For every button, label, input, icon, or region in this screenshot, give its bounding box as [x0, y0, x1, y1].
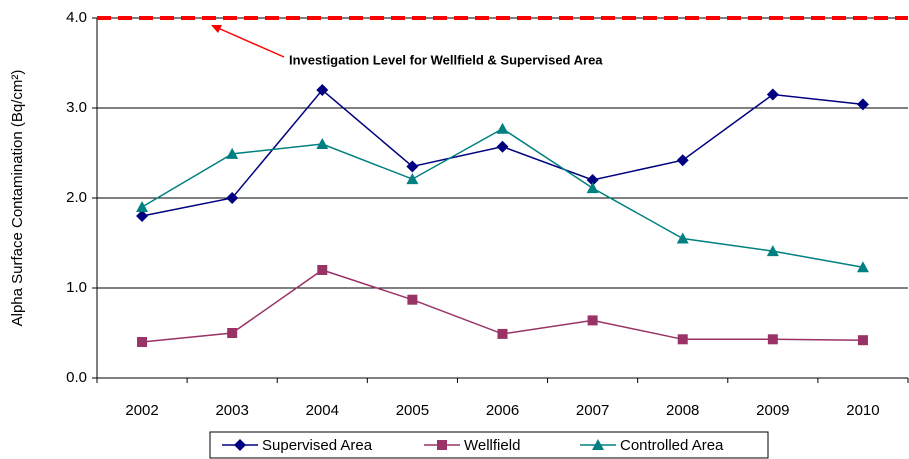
y-tick-label: 0.0 — [66, 369, 87, 386]
x-tick-label: 2003 — [215, 402, 248, 419]
marker — [406, 173, 419, 185]
marker — [676, 232, 689, 244]
legend-box — [209, 431, 769, 459]
x-tick-label: 2004 — [306, 402, 339, 419]
marker — [766, 88, 779, 101]
legend-label: Supervised Area — [262, 437, 373, 454]
x-tick-label: 2008 — [666, 402, 699, 419]
y-tick-label: 3.0 — [66, 99, 87, 116]
marker — [227, 328, 238, 338]
y-tick-label: 2.0 — [66, 189, 87, 206]
series-line — [141, 88, 864, 217]
x-tick-label: 2009 — [756, 402, 789, 419]
marker — [592, 439, 604, 450]
marker — [676, 154, 689, 167]
marker — [234, 439, 246, 451]
x-tick-label: 2010 — [846, 402, 879, 419]
marker — [496, 140, 509, 153]
marker — [856, 98, 869, 111]
x-tick-label: 2007 — [576, 402, 609, 419]
x-tick-label: 2005 — [396, 402, 429, 419]
marker — [226, 192, 239, 204]
marker — [316, 84, 329, 96]
marker — [406, 160, 419, 173]
marker — [497, 328, 508, 339]
marker — [316, 138, 329, 149]
y-tick-label: 1.0 — [66, 279, 87, 296]
marker — [137, 337, 148, 347]
marker — [136, 210, 149, 222]
annotation-arrowhead — [211, 25, 222, 33]
marker — [407, 294, 418, 305]
marker — [856, 261, 869, 273]
annotation-arrow — [217, 27, 285, 58]
marker — [136, 201, 149, 212]
x-tick-label: 2002 — [125, 402, 158, 419]
marker — [586, 174, 599, 186]
marker — [857, 335, 868, 346]
marker — [767, 334, 778, 345]
marker — [586, 182, 599, 194]
annotation: Investigation Level for Wellfield & Supe… — [289, 52, 603, 67]
legend-label: Wellfield — [464, 437, 520, 454]
x-tick-label: 2006 — [486, 402, 519, 419]
marker — [677, 334, 688, 345]
marker — [587, 315, 598, 326]
marker — [437, 440, 447, 450]
marker — [226, 147, 239, 159]
marker — [317, 265, 328, 275]
y-axis-label: Alpha Surface Contamination (Bq/cm²) — [9, 70, 26, 327]
marker — [496, 122, 509, 134]
y-tick-label: 4.0 — [66, 9, 87, 26]
legend-label: Controlled Area — [620, 437, 724, 454]
marker — [766, 245, 779, 257]
